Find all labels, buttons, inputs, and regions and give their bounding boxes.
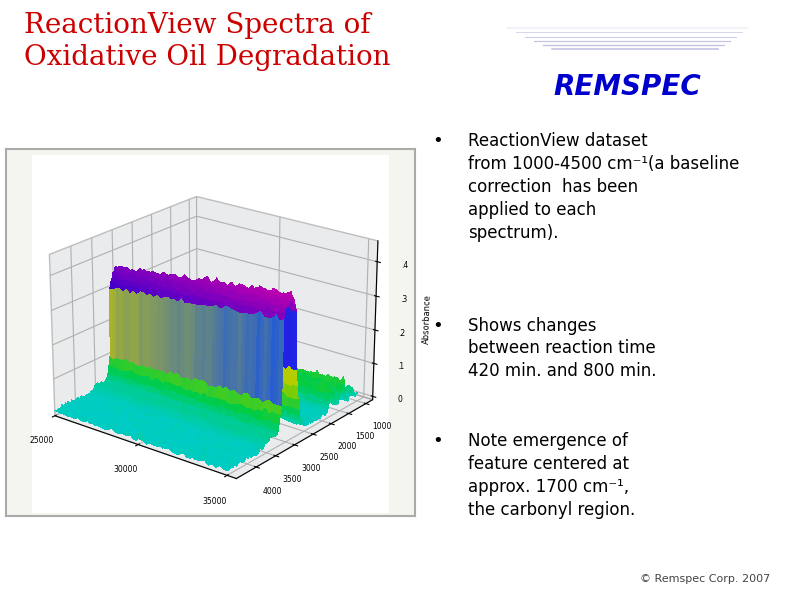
- Text: •: •: [432, 433, 443, 451]
- Text: ReactionView dataset
from 1000-4500 cm⁻¹(a baseline
correction  has been
applied: ReactionView dataset from 1000-4500 cm⁻¹…: [468, 132, 739, 241]
- Text: •: •: [432, 316, 443, 334]
- Text: •: •: [432, 132, 443, 150]
- Text: © Remspec Corp. 2007: © Remspec Corp. 2007: [640, 574, 770, 584]
- Text: Shows changes
between reaction time
420 min. and 800 min.: Shows changes between reaction time 420 …: [468, 316, 657, 380]
- Text: REMSPEC: REMSPEC: [553, 73, 701, 101]
- Text: ReactionView Spectra of
Oxidative Oil Degradation: ReactionView Spectra of Oxidative Oil De…: [24, 12, 391, 71]
- Text: Note emergence of
feature centered at
approx. 1700 cm⁻¹,
the carbonyl region.: Note emergence of feature centered at ap…: [468, 433, 635, 519]
